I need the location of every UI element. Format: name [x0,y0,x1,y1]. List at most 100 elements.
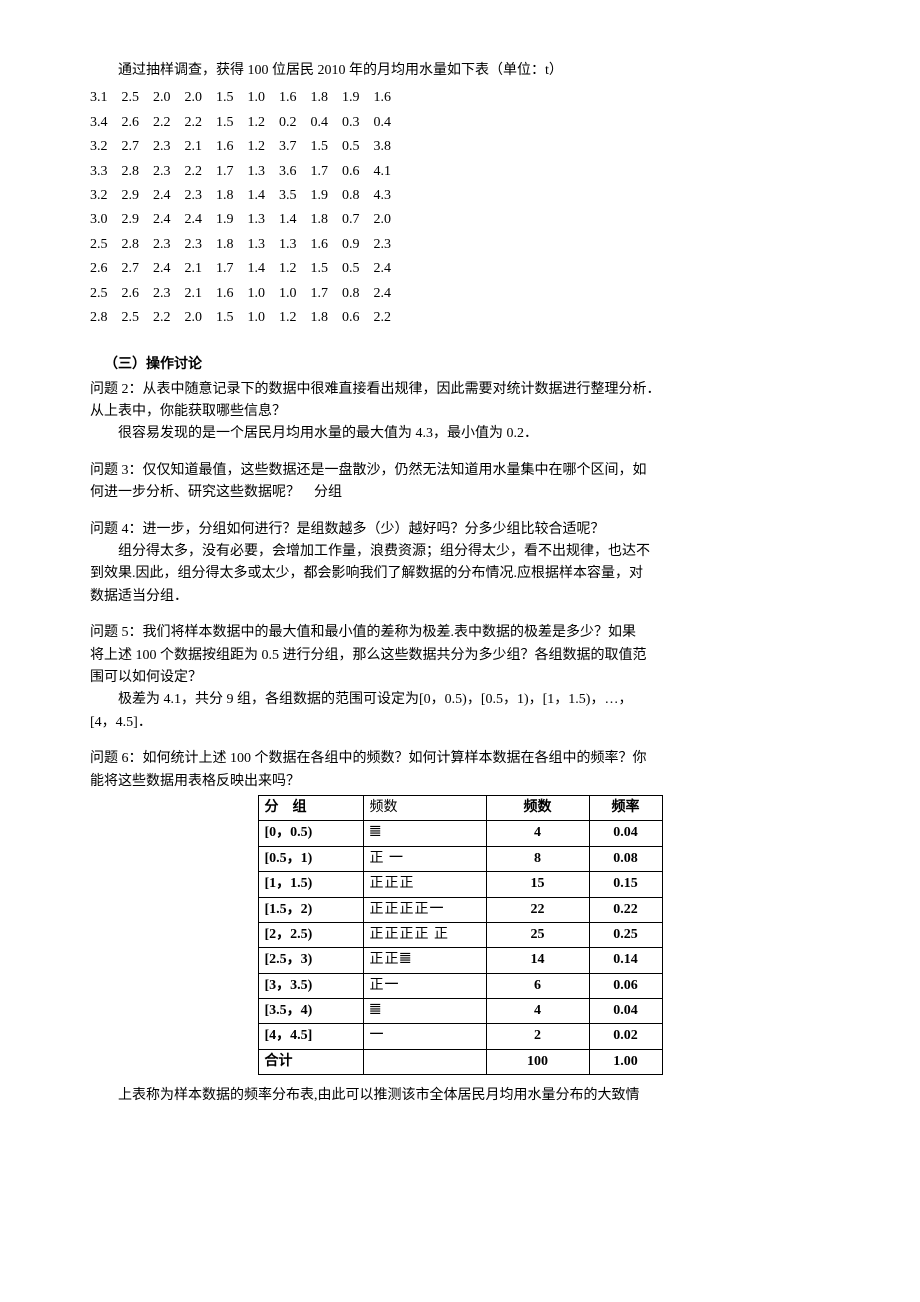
data-cell: 3.2 [90,135,122,159]
frequency-row: [0，0.5)𝍤40.04 [258,821,662,846]
section-3-title: （三）操作讨论 [90,354,830,376]
data-cell: 1.5 [216,86,248,110]
question-5-line3: 围可以如何设定？ [90,667,830,689]
data-row: 2.82.52.22.01.51.01.21.80.62.2 [90,306,405,330]
group-cell: [0，0.5) [258,821,363,846]
rate-cell: 0.06 [589,973,662,998]
data-cell: 1.7 [216,257,248,281]
data-row: 3.22.72.32.11.61.23.71.50.53.8 [90,135,405,159]
data-cell: 0.9 [342,233,374,257]
count-cell: 8 [486,846,589,871]
frequency-row: [3，3.5)正㆒60.06 [258,973,662,998]
data-cell: 1.2 [248,111,280,135]
count-cell: 4 [486,999,589,1024]
question-2-answer: 很容易发现的是一个居民月均用水量的最大值为 4.3，最小值为 0.2． [90,423,830,445]
tally-cell: ㆒ [363,1024,486,1049]
data-cell: 1.3 [279,233,311,257]
count-cell: 22 [486,897,589,922]
data-cell: 1.5 [311,257,343,281]
frequency-row: [0.5，1)正 ㆒80.08 [258,846,662,871]
frequency-table: 分 组 频数 频数 频率 [0，0.5)𝍤40.04[0.5，1)正 ㆒80.0… [258,795,663,1075]
rate-cell: 0.15 [589,872,662,897]
tally-cell: 正正正正 正 [363,922,486,947]
data-cell: 1.4 [248,257,280,281]
data-cell: 2.1 [185,257,217,281]
question-4-line3: 到效果.因此，组分得太多或太少，都会影响我们了解数据的分布情况.应根据样本容量，… [90,563,830,585]
group-cell: [4，4.5] [258,1024,363,1049]
group-cell: [0.5，1) [258,846,363,871]
data-cell: 1.4 [279,208,311,232]
data-cell: 0.5 [342,257,374,281]
data-cell: 0.4 [311,111,343,135]
question-4-line1: 问题 4：进一步，分组如何进行？是组数越多（少）越好吗？分多少组比较合适呢？ [90,519,830,541]
data-cell: 2.4 [374,257,406,281]
group-cell: [2，2.5) [258,922,363,947]
data-cell: 1.7 [311,282,343,306]
data-cell: 0.6 [342,160,374,184]
count-cell: 6 [486,973,589,998]
question-5-line2: 将上述 100 个数据按组距为 0.5 进行分组，那么这些数据共分为多少组？各组… [90,645,830,667]
question-4-line2: 组分得太多，没有必要，会增加工作量，浪费资源；组分得太少，看不出规律，也达不 [90,541,830,563]
data-cell: 2.0 [185,86,217,110]
data-cell: 0.5 [342,135,374,159]
group-cell: [3.5，4) [258,999,363,1024]
question-3-line1: 问题 3：仅仅知道最值，这些数据还是一盘散沙，仍然无法知道用水量集中在哪个区间，… [90,460,830,482]
data-cell: 0.2 [279,111,311,135]
closing-text: 上表称为样本数据的频率分布表,由此可以推测该市全体居民月均用水量分布的大致情 [90,1085,830,1107]
data-cell: 1.6 [311,233,343,257]
data-cell: 1.5 [216,306,248,330]
data-cell: 1.3 [248,233,280,257]
data-cell: 1.9 [342,86,374,110]
rate-cell: 0.22 [589,897,662,922]
rate-cell: 0.04 [589,821,662,846]
group-cell: [1，1.5) [258,872,363,897]
count-cell: 14 [486,948,589,973]
data-cell: 3.3 [90,160,122,184]
data-cell: 1.2 [279,257,311,281]
data-cell: 1.6 [279,86,311,110]
data-cell: 2.5 [90,282,122,306]
data-cell: 2.9 [122,184,154,208]
data-cell: 2.1 [185,282,217,306]
data-cell: 0.6 [342,306,374,330]
tally-cell: 𝍤 [363,999,486,1024]
data-cell: 0.8 [342,282,374,306]
count-cell: 100 [486,1049,589,1074]
data-cell: 1.9 [311,184,343,208]
data-cell: 4.1 [374,160,406,184]
data-cell: 2.8 [122,160,154,184]
count-cell: 15 [486,872,589,897]
data-cell: 1.0 [248,282,280,306]
frequency-row: [2.5，3)正正𝍤140.14 [258,948,662,973]
data-row: 3.42.62.22.21.51.20.20.40.30.4 [90,111,405,135]
data-cell: 3.7 [279,135,311,159]
data-cell: 3.8 [374,135,406,159]
header-group: 分 组 [258,795,363,820]
data-row: 2.52.82.32.31.81.31.31.60.92.3 [90,233,405,257]
data-cell: 0.7 [342,208,374,232]
data-cell: 2.5 [122,86,154,110]
data-cell: 1.6 [216,282,248,306]
data-cell: 3.6 [279,160,311,184]
data-cell: 1.7 [216,160,248,184]
data-cell: 2.2 [153,111,185,135]
group-cell: [2.5，3) [258,948,363,973]
frequency-row: [2，2.5)正正正正 正250.25 [258,922,662,947]
raw-data-table: 3.12.52.02.01.51.01.61.81.91.63.42.62.22… [90,86,405,330]
data-cell: 1.3 [248,160,280,184]
data-cell: 2.2 [374,306,406,330]
data-cell: 2.4 [185,208,217,232]
data-cell: 2.4 [374,282,406,306]
data-cell: 1.8 [311,306,343,330]
data-cell: 1.0 [279,282,311,306]
count-cell: 2 [486,1024,589,1049]
data-cell: 2.4 [153,208,185,232]
data-cell: 2.3 [374,233,406,257]
header-count: 频数 [486,795,589,820]
tally-cell: 𝍤 [363,821,486,846]
tally-cell: 正㆒ [363,973,486,998]
data-cell: 2.3 [185,233,217,257]
data-cell: 2.9 [122,208,154,232]
data-cell: 2.2 [185,160,217,184]
tally-cell: 正正正正㆒ [363,897,486,922]
